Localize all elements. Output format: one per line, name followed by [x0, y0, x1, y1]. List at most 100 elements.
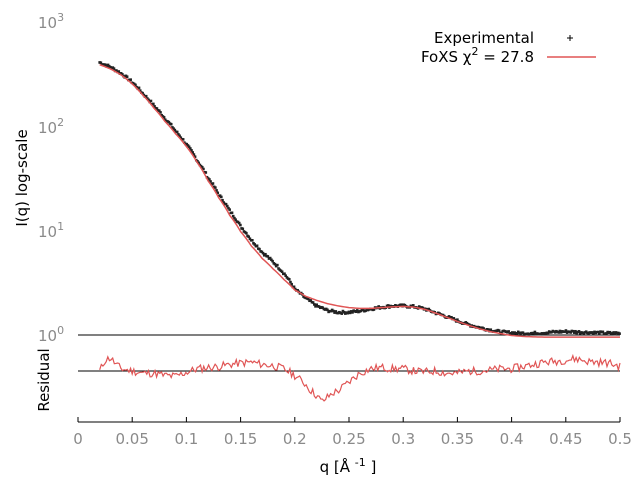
experimental-point: [386, 304, 390, 307]
experimental-point: [255, 244, 259, 248]
experimental-point: [307, 297, 310, 301]
experimental-point: [117, 70, 121, 73]
experimental-point: [468, 323, 471, 327]
x-tick-label: 0.15: [224, 430, 257, 448]
experimental-point: [569, 331, 572, 334]
experimental-point: [596, 330, 600, 334]
experimental-point: [326, 308, 329, 312]
experimental-point: [178, 134, 181, 138]
y-tick-label-10: 101: [38, 220, 64, 241]
experimental-point: [273, 262, 277, 266]
experimental-point: [241, 227, 245, 231]
experimental-point: [284, 274, 287, 277]
experimental-point: [158, 109, 161, 113]
experimental-point: [172, 127, 175, 130]
experimental-point: [220, 195, 223, 199]
experimental-point: [197, 161, 200, 165]
experimental-point: [215, 189, 218, 192]
experimental-point: [411, 304, 415, 307]
experimental-point: [261, 251, 265, 255]
experimental-point: [169, 122, 173, 126]
experimental-point: [354, 310, 358, 314]
experimental-point: [487, 328, 490, 331]
residual-axis-title: Residual: [35, 348, 53, 411]
x-tick-label: 0.5: [608, 430, 632, 448]
experimental-point: [287, 278, 291, 281]
experimental-point: [268, 256, 272, 260]
experimental-point: [105, 65, 109, 68]
experimental-point: [189, 147, 192, 150]
experimental-point: [421, 306, 425, 310]
experimental-point: [196, 160, 199, 163]
x-tick-label: 0.4: [500, 430, 524, 448]
experimental-point: [187, 145, 191, 149]
experimental-point: [221, 198, 224, 202]
experimental-point: [377, 305, 380, 308]
experimental-point: [572, 331, 576, 334]
experimental-point: [507, 330, 510, 333]
experimental-point: [228, 208, 231, 211]
experimental-point: [558, 329, 562, 333]
x-tick-label: 0.1: [174, 430, 198, 448]
experimental-point: [214, 186, 217, 189]
legend-label-foxs: FoXS χ2 = 27.8: [421, 45, 534, 66]
experimental-point: [618, 332, 621, 335]
experimental-point: [181, 138, 185, 141]
x-tick-label: 0.2: [283, 430, 307, 448]
experimental-point: [99, 61, 103, 65]
experimental-point: [216, 191, 220, 195]
experimental-point: [115, 69, 118, 72]
experimental-point: [135, 85, 138, 89]
legend-label-experimental: Experimental: [434, 29, 534, 47]
experimental-point: [359, 309, 363, 313]
experimental-point: [112, 67, 116, 70]
experimental-point: [276, 263, 279, 267]
experimental-point: [159, 111, 162, 114]
experimental-point: [315, 303, 318, 307]
experimental-point: [251, 238, 254, 242]
experimental-point: [521, 331, 525, 334]
experimental-point: [342, 310, 346, 314]
experimental-point: [292, 285, 296, 289]
experimental-point: [209, 180, 212, 183]
experimental-point: [510, 331, 514, 334]
experimental-point: [231, 214, 235, 218]
experimental-point: [450, 315, 453, 319]
experimental-point: [260, 250, 264, 254]
experimental-point: [452, 317, 456, 320]
experimental-point: [222, 201, 225, 204]
experimental-point: [237, 221, 241, 225]
experimental-point: [167, 120, 171, 124]
experimental-point: [152, 102, 155, 106]
experimental-point: [334, 310, 338, 313]
experimental-point: [247, 235, 251, 239]
experimental-point: [351, 311, 354, 314]
experimental-point: [482, 327, 485, 330]
experimental-point: [512, 332, 515, 336]
experimental-point: [613, 332, 617, 336]
experimental-point: [142, 93, 146, 97]
experimental-point: [546, 331, 550, 335]
experimental-point: [497, 329, 501, 332]
experimental-point: [141, 91, 144, 95]
experimental-point: [147, 98, 150, 102]
experimental-point: [280, 270, 284, 274]
experimental-point: [248, 237, 252, 241]
experimental-point: [134, 83, 137, 87]
experimental-point: [179, 136, 183, 139]
legend-marker-experimental: [567, 35, 573, 41]
experimental-point: [175, 130, 179, 134]
experimental-point: [125, 75, 129, 78]
x-tick-label: 0.25: [332, 430, 365, 448]
experimental-point: [271, 259, 274, 263]
experimental-point: [264, 252, 267, 256]
experimental-series: [98, 61, 621, 336]
experimental-point: [574, 329, 577, 333]
experimental-point: [144, 94, 148, 98]
experimental-point: [129, 78, 132, 81]
residual-line: [99, 353, 621, 402]
experimental-point: [138, 89, 142, 92]
experimental-point: [314, 305, 317, 308]
x-tick-label: 0.45: [549, 430, 582, 448]
experimental-point: [230, 211, 234, 215]
